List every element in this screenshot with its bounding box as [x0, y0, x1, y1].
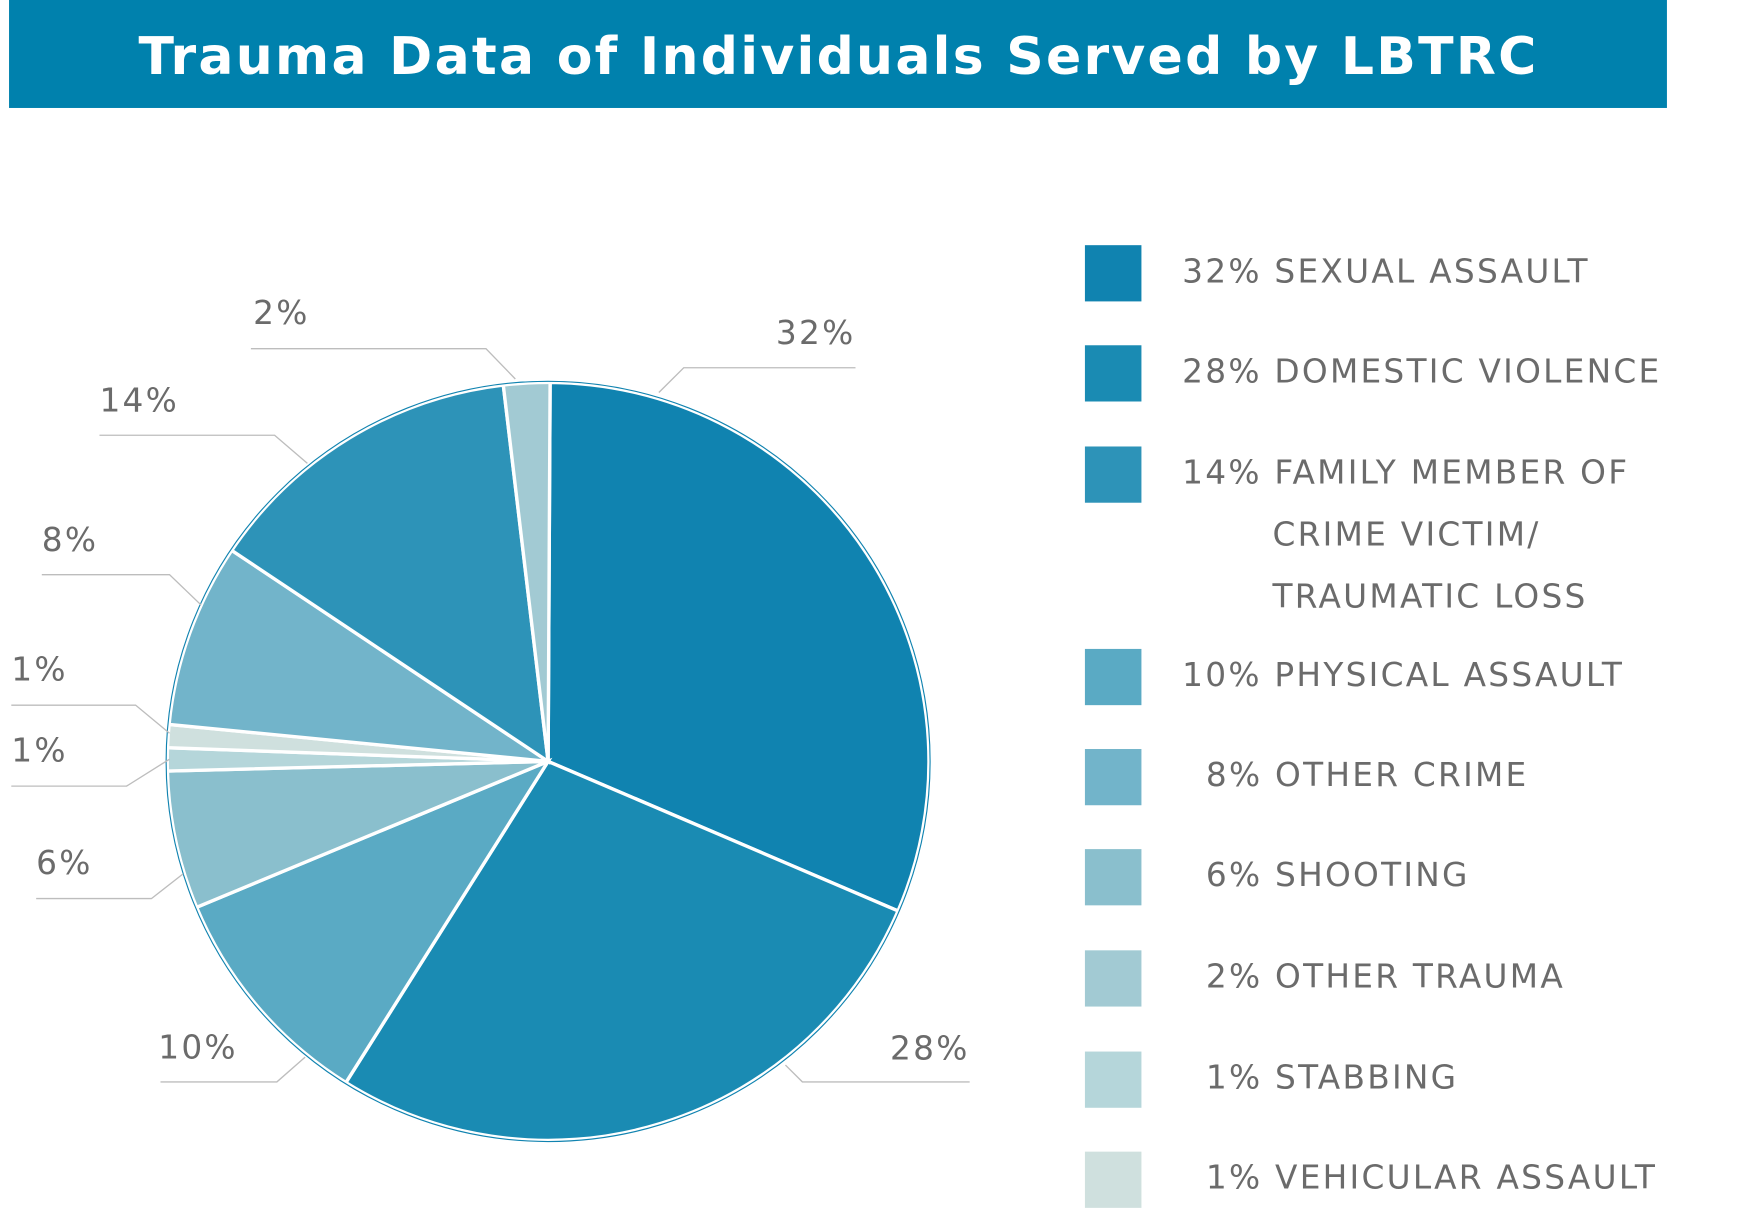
- pie-slice-other-trauma: [501, 380, 552, 762]
- legend-label: 1% STABBING: [1206, 1059, 1458, 1097]
- legend-item: 1% VEHICULAR ASSAULT: [1084, 1151, 1657, 1208]
- pie-slice-sexual-assault: [546, 380, 931, 914]
- data-label: 8%: [42, 521, 99, 559]
- pie-slice-domestic-violence: [343, 759, 901, 1143]
- data-label: 2%: [253, 294, 310, 332]
- legend-swatch: [1084, 446, 1142, 503]
- chart-title: Trauma Data of Individuals Served by LBT…: [139, 27, 1539, 87]
- legend-item: 32% SEXUAL ASSAULT: [1084, 245, 1590, 302]
- legend-item: 6% SHOOTING: [1084, 849, 1470, 906]
- legend-label: 14% FAMILY MEMBER OF: [1182, 454, 1629, 492]
- pie-slice-family-member-of-crime-victim-traumatic-loss: [229, 383, 551, 765]
- legend-label: 6% SHOOTING: [1206, 856, 1470, 894]
- leader-line: [41, 574, 202, 606]
- legend-label: TRAUMATIC LOSS: [1272, 577, 1588, 615]
- legend-label: 1% VEHICULAR ASSAULT: [1206, 1159, 1657, 1197]
- legend-swatch: [1084, 849, 1142, 906]
- legend-swatch: [1084, 245, 1142, 302]
- pie-slice-shooting: [165, 759, 549, 910]
- data-label: 1%: [11, 731, 68, 769]
- leader-line: [11, 758, 170, 787]
- data-label: 1%: [11, 650, 68, 688]
- leader-line: [250, 347, 516, 380]
- title-bar: [9, 0, 1667, 108]
- legend-swatch: [1084, 1051, 1142, 1108]
- leader-line: [11, 704, 170, 734]
- legend-label: 8% OTHER CRIME: [1206, 756, 1529, 794]
- leader-line: [160, 1056, 306, 1083]
- pie-slice-physical-assault: [194, 757, 553, 1085]
- legend-item: 14% FAMILY MEMBER OF CRIME VICTIM/TRAUMAT…: [1084, 446, 1629, 615]
- leader-line: [658, 367, 856, 393]
- data-label: 32%: [776, 314, 856, 352]
- legend-swatch: [1084, 950, 1142, 1007]
- legend-item: 1% STABBING: [1084, 1051, 1458, 1108]
- legend-swatch: [1084, 648, 1142, 706]
- legend-label: 28% DOMESTIC VIOLENCE: [1182, 352, 1661, 390]
- legend-label: 32% SEXUAL ASSAULT: [1182, 252, 1590, 290]
- data-label: 10%: [158, 1028, 238, 1066]
- data-label: 28%: [890, 1029, 970, 1067]
- data-label: 14%: [99, 382, 179, 420]
- legend-item: 10% PHYSICAL ASSAULT: [1084, 648, 1624, 706]
- legend-swatch: [1084, 345, 1142, 402]
- data-label: 6%: [36, 844, 93, 882]
- pie-slice-other-crime: [167, 548, 550, 764]
- legend-item: 8% OTHER CRIME: [1084, 749, 1529, 806]
- legend-item: 28% DOMESTIC VIOLENCE: [1084, 345, 1661, 402]
- legend-label: 10% PHYSICAL ASSAULT: [1182, 656, 1624, 694]
- legend-label: 2% OTHER TRAUMA: [1206, 958, 1565, 996]
- leader-line: [99, 434, 308, 464]
- leader-line: [36, 873, 184, 900]
- leader-line: [784, 1064, 970, 1083]
- legend-swatch: [1084, 749, 1142, 806]
- legend-label: CRIME VICTIM/: [1273, 516, 1541, 554]
- legend-swatch: [1084, 1151, 1142, 1208]
- legend-item: 2% OTHER TRAUMA: [1084, 950, 1565, 1007]
